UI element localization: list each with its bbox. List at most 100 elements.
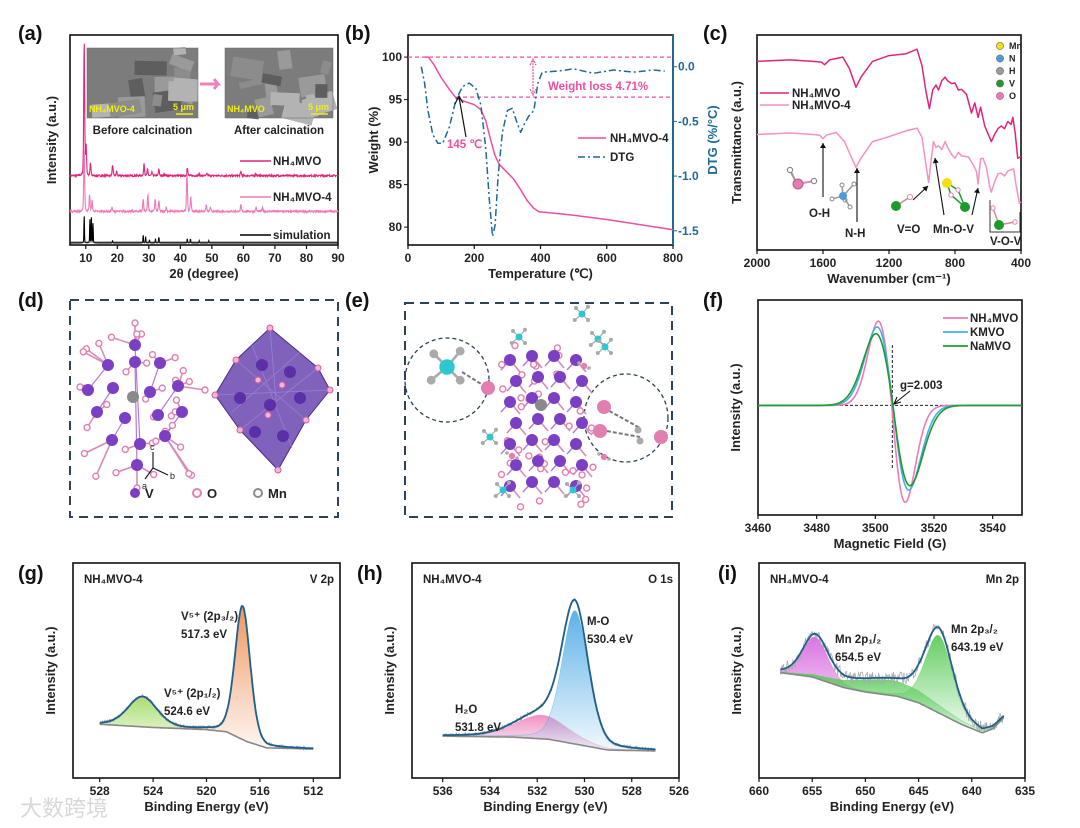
- ammonium-ion: [480, 427, 498, 445]
- sem-particle: [168, 53, 195, 72]
- element-legend-o-icon: [996, 92, 1004, 100]
- oxygen-atom: [576, 407, 584, 415]
- x-tick-label: 528: [622, 784, 642, 798]
- vanadium-atom: [131, 459, 143, 471]
- oxygen-atom: [79, 348, 88, 356]
- y-tick-label: 95: [389, 93, 403, 107]
- x-axis-title: Magnetic Field (G): [834, 536, 947, 551]
- oxygen-atom: [107, 333, 116, 341]
- x-tick-label: 650: [855, 784, 875, 798]
- sem-particle: [134, 60, 167, 76]
- plot-frame-c: [756, 34, 1022, 251]
- x-axis-title: Temperature (℃): [488, 266, 593, 281]
- oxygen-atom: [201, 386, 209, 394]
- legend-label: NH₄MVO: [273, 156, 321, 168]
- legend-label: simulation: [273, 230, 331, 242]
- vanadium-atom: [159, 430, 171, 442]
- vanadium-atom: [504, 480, 516, 492]
- oxygen-atom: [578, 471, 586, 479]
- oxygen-atom: [541, 437, 549, 446]
- oxygen-atom: [254, 376, 262, 384]
- oxygen-atom-highlight: [597, 400, 611, 414]
- sem-particle: [128, 77, 146, 100]
- legend-mn-icon: [253, 488, 263, 498]
- ammonium-molecule-icon: [829, 181, 857, 210]
- sem-particle: [270, 92, 300, 107]
- plot-frame-f: [757, 299, 1023, 516]
- oxygen-atom: [517, 403, 525, 411]
- peak-energy-label: 654.5 eV: [835, 652, 881, 664]
- x-tick-label: 60: [237, 251, 251, 265]
- structure-d-frame: [69, 299, 339, 518]
- vanadium-atom: [576, 375, 588, 387]
- x-tick-label: 40: [174, 251, 188, 265]
- oxygen-atom: [565, 422, 573, 430]
- element-legend-n-icon: [996, 54, 1004, 63]
- vanadium-atom: [249, 426, 261, 438]
- polyhedron-edge: [214, 389, 331, 396]
- xrd-curve-1: [69, 150, 339, 215]
- oxygen-atom: [266, 324, 274, 332]
- vanadium-atom: [576, 417, 588, 429]
- band-label: Mn-O-V: [933, 224, 974, 236]
- oxygen-atom: [103, 400, 111, 409]
- oxygen-atom: [95, 339, 103, 348]
- x-axis-title: 2θ (degree): [169, 266, 238, 281]
- oxygen-atom: [516, 503, 525, 511]
- bond: [164, 435, 190, 475]
- x-tick-label: 3540: [979, 521, 1006, 535]
- bond: [95, 439, 113, 477]
- x-tick-label: 70: [268, 251, 282, 265]
- sem-caption: After calcination: [234, 125, 324, 137]
- band-label: O-H: [809, 208, 830, 220]
- oxygen-atom: [83, 423, 91, 432]
- x-tick-label: 534: [480, 784, 500, 798]
- oxygen-atom-highlight: [654, 430, 668, 444]
- peak-label: V⁵⁺ (2p₁/₂): [164, 688, 221, 700]
- oxygen-atom: [581, 495, 590, 504]
- x-tick-label: 10: [79, 251, 93, 265]
- element-legend-v-icon: [996, 79, 1004, 88]
- polyhedron-edge: [239, 367, 319, 431]
- peak-label: Mn 2p₃/₂: [951, 624, 998, 636]
- vanadium-polyhedra: [214, 327, 331, 471]
- oxygen-atom: [179, 366, 187, 375]
- sem-sample-label: NH₄MVO: [227, 104, 265, 114]
- oxygen-atom: [511, 341, 519, 350]
- arrowhead-icon: [922, 186, 928, 192]
- vanadium-atom: [510, 459, 522, 471]
- x-axis-title: Binding Energy (eV): [830, 799, 954, 814]
- ftir-curve-0: [756, 48, 1022, 159]
- vanadium-atom: [294, 392, 306, 404]
- element-legend-mn-icon: [996, 42, 1004, 50]
- x-axis-title: Binding Energy (eV): [483, 799, 607, 814]
- oxygen-atom: [589, 463, 597, 471]
- sem-image-before: NH₄MVO-4 5 μm: [86, 46, 199, 119]
- x-tick-label: 528: [90, 784, 110, 798]
- y-right-tick-label: -1.0: [678, 169, 699, 183]
- sem-particle: [305, 93, 319, 118]
- x-tick-label: 3480: [803, 521, 830, 535]
- vanadium-atom: [548, 350, 560, 362]
- vanadium-atom: [504, 354, 516, 366]
- vanadium-atom: [172, 380, 184, 392]
- x-tick-label: 536: [433, 784, 453, 798]
- vanadium-atom: [107, 382, 119, 394]
- oxygen-atom: [142, 359, 151, 367]
- oxygen-atom: [122, 368, 130, 376]
- peak-label: H₂O: [455, 704, 477, 716]
- weight-loss-arrow-icon: [529, 57, 537, 97]
- sample-label: NH₄MVO-4: [770, 574, 829, 586]
- x-tick-label: 520: [196, 784, 216, 798]
- oxygen-atom: [561, 468, 570, 477]
- structure-e-frame: [404, 302, 673, 518]
- oxygen-atom: [515, 446, 523, 454]
- sem-particle: [277, 49, 293, 70]
- sem-particle: [168, 81, 198, 102]
- oxygen-atom: [278, 381, 286, 389]
- xps-envelope: [780, 626, 1005, 730]
- x-tick-label: 2000: [744, 256, 771, 270]
- crystal-axes-icon: [144, 452, 169, 480]
- x-tick-label: 660: [749, 784, 769, 798]
- panel-label-f: (f): [703, 290, 723, 312]
